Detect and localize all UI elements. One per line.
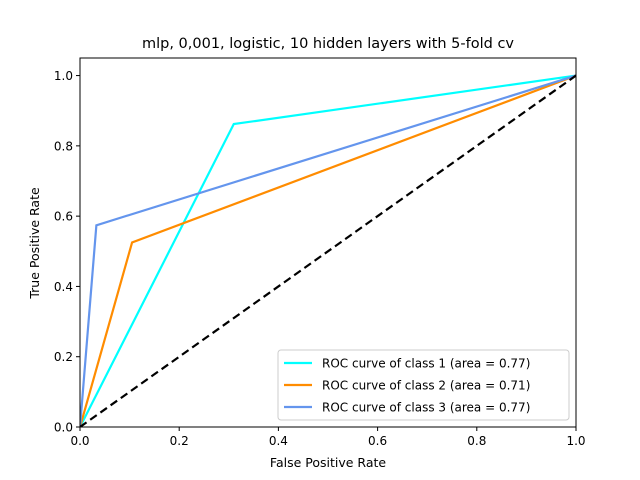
y-tick-label: 0.8 [54,139,73,153]
x-tick-label: 0.4 [269,434,288,448]
y-tick-label: 1.0 [54,69,73,83]
x-tick-label: 0.8 [467,434,486,448]
y-tick-label: 0.6 [54,210,73,224]
y-tick-label: 0.2 [54,350,73,364]
y-tick-label: 0.4 [54,280,73,294]
roc-line-class-2 [80,74,576,427]
plot-area [79,57,577,428]
y-axis-label: True Positive Rate [27,187,42,300]
x-axis-label: False Positive Rate [270,455,386,470]
x-axis-ticks: 0.0 0.2 0.4 0.6 0.8 1.0 [70,427,586,448]
x-tick-label: 1.0 [566,434,585,448]
roc-line-class-3 [80,74,576,427]
legend-box [277,349,570,421]
legend-label-class-2: ROC curve of class 2 (area = 0.71) [322,379,530,393]
legend-label-class-1: ROC curve of class 1 (area = 0.77) [322,357,530,371]
legend-label-class-3: ROC curve of class 3 (area = 0.77) [322,401,530,415]
chart-title: mlp, 0,001, logistic, 10 hidden layers w… [142,36,514,52]
x-tick-label: 0.2 [170,434,189,448]
y-axis-ticks: 0.0 0.2 0.4 0.6 0.8 1.0 [54,69,80,435]
y-tick-label: 0.0 [54,421,73,435]
axes-frame [79,57,577,428]
x-tick-label: 0.0 [70,434,89,448]
chance-reference-line [80,74,576,427]
roc-line-class-1 [80,74,576,427]
legend: ROC curve of class 1 (area = 0.77) ROC cu… [277,349,570,421]
x-tick-label: 0.6 [368,434,387,448]
series-lines [80,74,576,427]
